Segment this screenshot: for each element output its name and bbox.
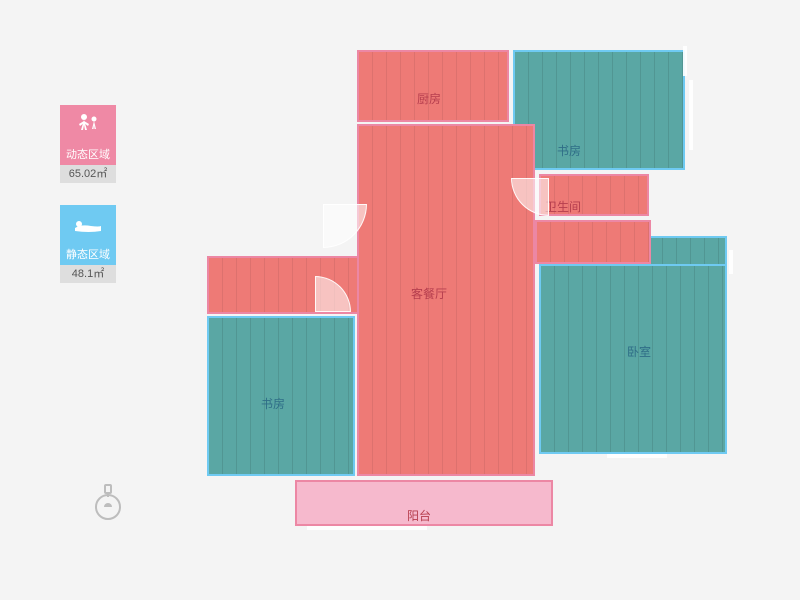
legend: 动态区域 65.02㎡ 静态区域 48.1㎡ [60,105,122,305]
room-connector_east [535,220,651,264]
room-bath1 [539,174,649,216]
legend-dynamic-label: 动态区域 [60,145,116,165]
room-balcony [295,480,553,526]
legend-dynamic-value: 65.02㎡ [60,165,116,183]
compass-icon [90,485,126,521]
legend-static: 静态区域 48.1㎡ [60,205,116,283]
window-3 [607,454,667,458]
room-bedroom [539,264,727,454]
legend-static-label: 静态区域 [60,245,116,265]
window-1 [729,250,733,274]
room-kitchen [357,50,509,122]
floor-plan: 厨房书房卫生间客餐厅卫生间卧室书房阳台 [207,50,747,560]
legend-static-value: 48.1㎡ [60,265,116,283]
window-2 [683,46,687,76]
sleep-icon [60,205,116,245]
room-living [357,124,535,476]
legend-dynamic: 动态区域 65.02㎡ [60,105,116,183]
people-icon [60,105,116,145]
room-study_ne [513,50,685,170]
window-0 [689,80,693,150]
window-4 [307,526,427,530]
room-study_sw [207,316,355,476]
